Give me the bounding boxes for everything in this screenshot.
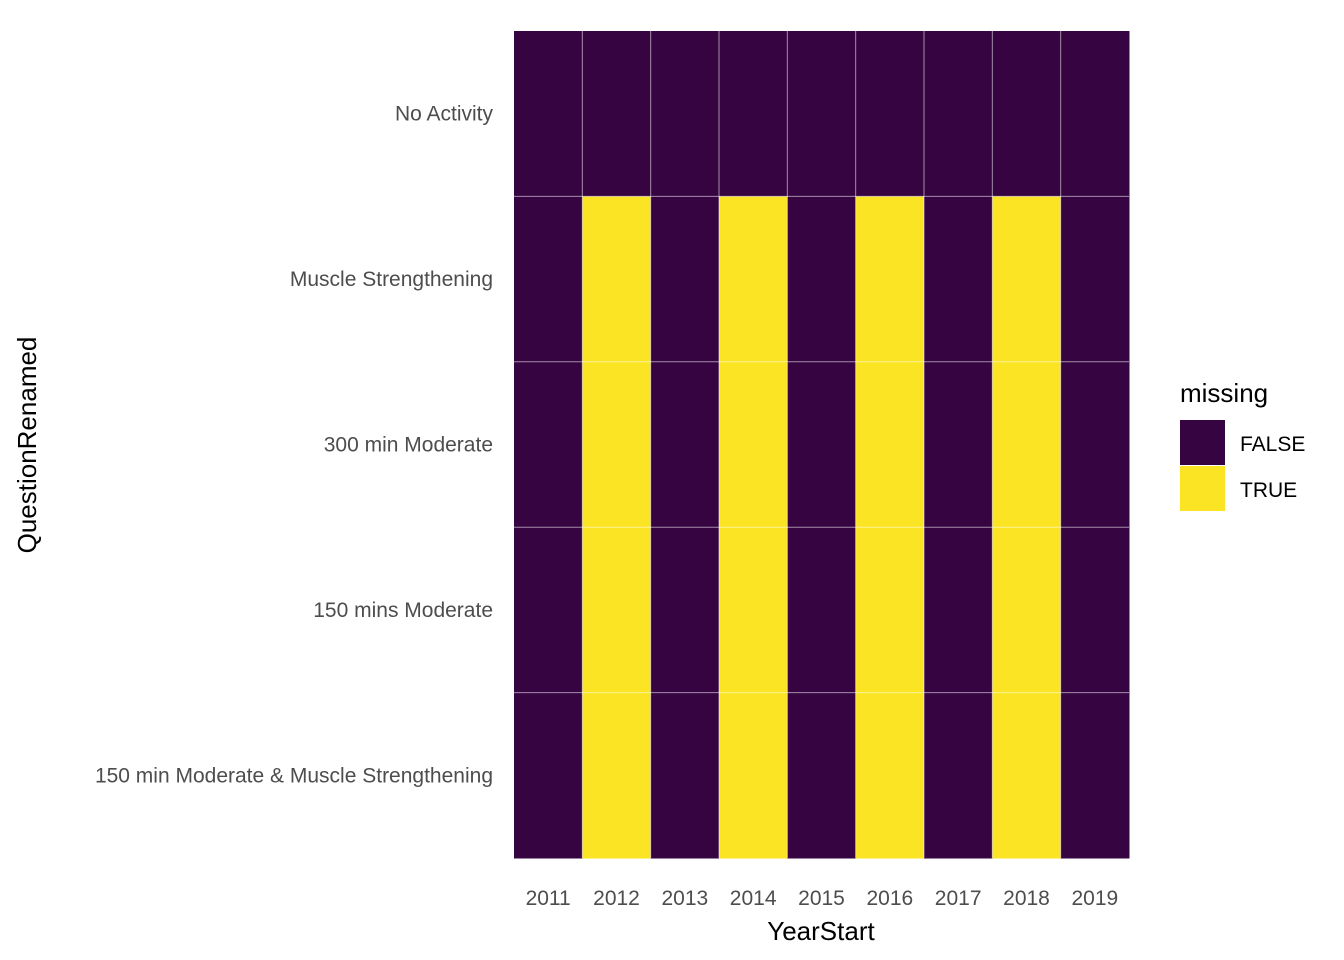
heatmap-cell <box>787 196 857 363</box>
heatmap-cell <box>719 31 788 197</box>
heatmap-cell <box>1060 31 1130 197</box>
heatmap-cell <box>582 31 652 197</box>
heatmap-cell <box>787 692 857 859</box>
heatmap-cell <box>855 196 925 363</box>
heatmap-cell <box>992 527 1062 694</box>
heatmap-cell <box>924 361 993 528</box>
heatmap-cell <box>582 692 652 859</box>
y-axis-tick-labels: No Activity Muscle Strengthening 300 min M… <box>95 103 494 788</box>
heatmap-cell <box>992 692 1062 859</box>
legend-title: missing <box>1180 378 1268 408</box>
heatmap-cell <box>855 31 925 197</box>
y-tick-label: 150 mins Moderate <box>313 599 493 622</box>
heatmap-cell <box>514 692 583 859</box>
x-tick-label: 2011 <box>526 887 571 910</box>
x-tick-label: 2019 <box>1071 887 1118 910</box>
x-tick-label: 2013 <box>661 887 708 910</box>
heatmap-cell <box>719 692 788 859</box>
y-tick-label: 300 min Moderate <box>324 434 493 457</box>
legend: missing FALSE TRUE <box>1180 378 1305 511</box>
heatmap-cell <box>650 692 720 859</box>
x-tick-label: 2012 <box>593 887 640 910</box>
heatmap-cell <box>1060 692 1130 859</box>
x-tick-label: 2017 <box>935 887 982 910</box>
y-tick-label: Muscle Strengthening <box>290 268 493 291</box>
x-tick-label: 2016 <box>866 887 913 910</box>
x-tick-label: 2015 <box>798 887 845 910</box>
heatmap-cell <box>514 31 583 197</box>
heatmap-cell <box>650 31 720 197</box>
heatmap-cell <box>514 361 583 528</box>
heatmap-cell <box>1060 527 1130 694</box>
heatmap-cell <box>1060 361 1130 528</box>
heatmap-cell <box>650 361 720 528</box>
heatmap-cell <box>719 527 788 694</box>
legend-key-false <box>1180 420 1225 465</box>
x-tick-label: 2018 <box>1003 887 1050 910</box>
heatmap-cell <box>582 527 652 694</box>
heatmap-cell <box>924 196 993 363</box>
heatmap-cell <box>787 31 857 197</box>
legend-label-true: TRUE <box>1240 479 1297 502</box>
heatmap-cell <box>992 361 1062 528</box>
legend-key-true <box>1180 466 1225 511</box>
heatmap-cell <box>924 527 993 694</box>
heatmap-cell <box>514 527 583 694</box>
legend-label-false: FALSE <box>1240 433 1305 456</box>
heatmap-cells <box>514 31 1130 859</box>
y-axis-title: QuestionRenamed <box>12 337 42 554</box>
heatmap-cell <box>719 361 788 528</box>
y-tick-label: 150 min Moderate & Muscle Strengthening <box>95 764 493 787</box>
heatmap-cell <box>650 527 720 694</box>
heatmap-cell <box>924 692 993 859</box>
heatmap-cell <box>992 196 1062 363</box>
x-axis-tick-labels: 2011 2012 2013 2014 2015 2016 2017 2018 2019 <box>526 887 1119 910</box>
heatmap-cell <box>992 31 1062 197</box>
y-tick-label: No Activity <box>395 103 494 126</box>
heatmap-cell <box>855 361 925 528</box>
heatmap-cell <box>855 527 925 694</box>
heatmap-cell <box>514 196 583 363</box>
heatmap-cell <box>719 196 788 363</box>
heatmap-cell <box>1060 196 1130 363</box>
gridlines <box>514 31 1129 858</box>
x-tick-label: 2014 <box>730 887 777 910</box>
heatmap-cell <box>787 361 857 528</box>
heatmap-cell <box>855 692 925 859</box>
heatmap-cell <box>582 361 652 528</box>
heatmap-cell <box>924 31 993 197</box>
heatmap-cell <box>650 196 720 363</box>
x-axis-title: YearStart <box>767 916 875 946</box>
heatmap-cell <box>787 527 857 694</box>
heatmap-cell <box>582 196 652 363</box>
